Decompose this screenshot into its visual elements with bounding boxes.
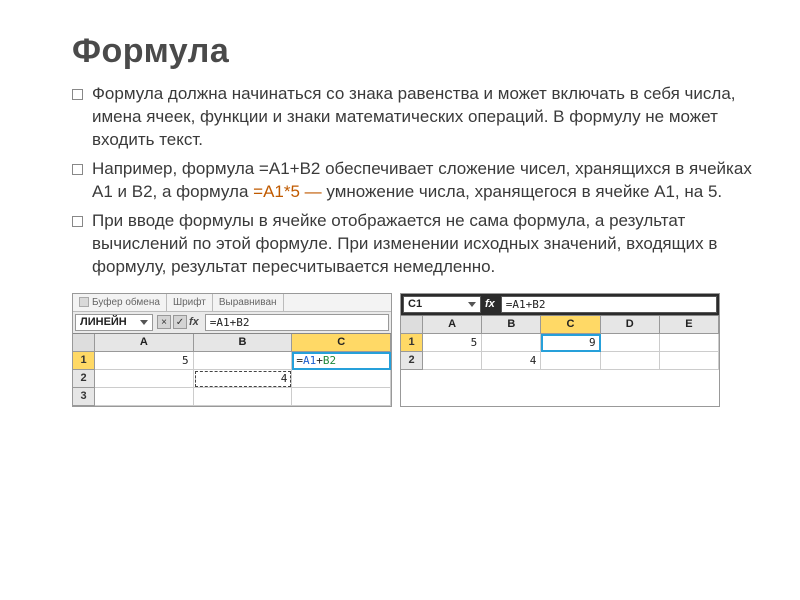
column-header[interactable]: C	[541, 316, 600, 334]
cell-e2[interactable]	[660, 352, 719, 370]
slide-title: Формула	[72, 32, 752, 71]
cell-b2[interactable]: 4	[194, 370, 293, 388]
formula-input[interactable]: =A1+B2	[205, 314, 389, 331]
chevron-down-icon	[468, 302, 476, 307]
excel-screenshot-result: C1 fx =A1+B2 1 2 A B C	[400, 293, 720, 407]
cell-a1[interactable]: 5	[95, 352, 194, 370]
cell-b2[interactable]: 4	[482, 352, 541, 370]
excel-screenshot-editing: Буфер обмена Шрифт Выравниван ЛИНЕЙН × ✓…	[72, 293, 392, 407]
bullet-text-part: умножение числа, хранящегося в ячейке А1…	[322, 182, 722, 201]
cell-c1[interactable]: =A1+B2	[292, 352, 391, 370]
bullet-item: При вводе формулы в ячейке отображается …	[72, 210, 752, 279]
cell-a3[interactable]	[95, 388, 194, 406]
cell-b1[interactable]	[482, 334, 541, 352]
column-header[interactable]: C	[292, 334, 391, 352]
formula-edit-buttons: × ✓ fx	[155, 312, 205, 333]
row-headers: 1 2 3	[73, 334, 95, 406]
formula-bar: C1 fx =A1+B2	[401, 294, 719, 316]
column-header[interactable]: D	[601, 316, 660, 334]
ribbon-group-label: Буфер обмена	[92, 297, 160, 308]
cell-c1[interactable]: 9	[541, 334, 600, 352]
column-header[interactable]: B	[482, 316, 541, 334]
screenshot-row: Буфер обмена Шрифт Выравниван ЛИНЕЙН × ✓…	[72, 293, 752, 407]
bullet-icon	[72, 210, 92, 279]
spreadsheet-grid: 1 2 A B C D E 5 9	[401, 316, 719, 370]
cell-formula-content: =A1+B2	[296, 354, 336, 367]
table-row	[95, 388, 391, 406]
bullet-icon	[72, 158, 92, 204]
grid-columns: A B C D E 5 9 4	[423, 316, 719, 370]
bullet-item: Например, формула =А1+В2 обеспечивает сл…	[72, 158, 752, 204]
formula-edit-buttons: fx	[483, 294, 501, 315]
row-header[interactable]: 1	[401, 334, 423, 352]
column-header[interactable]: A	[95, 334, 194, 352]
name-box[interactable]: C1	[403, 296, 481, 313]
table-row: 4	[423, 352, 719, 370]
cell-c2[interactable]	[292, 370, 391, 388]
grid-columns: A B C 5 =A1+B2 4	[95, 334, 391, 406]
ribbon: Буфер обмена Шрифт Выравниван	[73, 294, 391, 312]
row-header[interactable]: 1	[73, 352, 95, 370]
column-header[interactable]: A	[423, 316, 482, 334]
ribbon-group-font[interactable]: Шрифт	[167, 294, 213, 311]
cell-c3[interactable]	[292, 388, 391, 406]
slide-body: Формула должна начинаться со знака равен…	[72, 83, 752, 279]
ribbon-group-label: Шрифт	[173, 297, 206, 308]
cell-a2[interactable]	[423, 352, 482, 370]
bullet-accent: =А1*5 —	[253, 182, 322, 201]
bullet-icon	[72, 83, 92, 152]
accept-formula-button[interactable]: ✓	[173, 315, 187, 329]
cell-d1[interactable]	[601, 334, 660, 352]
cell-a2[interactable]	[95, 370, 194, 388]
column-header[interactable]: E	[660, 316, 719, 334]
ribbon-group-label: Выравниван	[219, 297, 277, 308]
chevron-down-icon	[140, 320, 148, 325]
cell-b3[interactable]	[194, 388, 293, 406]
ribbon-group-alignment[interactable]: Выравниван	[213, 294, 284, 311]
row-headers: 1 2	[401, 316, 423, 370]
table-row: 4	[95, 370, 391, 388]
cancel-formula-button[interactable]: ×	[157, 315, 171, 329]
cell-c2[interactable]	[541, 352, 600, 370]
formula-bar: ЛИНЕЙН × ✓ fx =A1+B2	[73, 312, 391, 334]
formula-input[interactable]: =A1+B2	[501, 296, 717, 313]
column-headers: A B C D E	[423, 316, 719, 334]
spreadsheet-grid: 1 2 3 A B C 5 =A1+B2	[73, 334, 391, 406]
slide: Формула Формула должна начинаться со зна…	[0, 0, 800, 407]
row-header[interactable]: 3	[73, 388, 95, 406]
bullet-text: Например, формула =А1+В2 обеспечивает сл…	[92, 158, 752, 204]
bullet-text: Формула должна начинаться со знака равен…	[92, 83, 752, 152]
cell-b1[interactable]	[194, 352, 293, 370]
table-row: 5 =A1+B2	[95, 352, 391, 370]
cell-d2[interactable]	[601, 352, 660, 370]
clipboard-icon	[79, 297, 89, 307]
select-all-corner[interactable]	[401, 316, 423, 334]
select-all-corner[interactable]	[73, 334, 95, 352]
name-box-value: C1	[408, 298, 422, 310]
fx-icon[interactable]: fx	[189, 316, 203, 328]
table-row: 5 9	[423, 334, 719, 352]
ribbon-group-clipboard[interactable]: Буфер обмена	[73, 294, 167, 311]
column-headers: A B C	[95, 334, 391, 352]
name-box[interactable]: ЛИНЕЙН	[75, 314, 153, 331]
cell-e1[interactable]	[660, 334, 719, 352]
bullet-text: При вводе формулы в ячейке отображается …	[92, 210, 752, 279]
bullet-item: Формула должна начинаться со знака равен…	[72, 83, 752, 152]
cell-a1[interactable]: 5	[423, 334, 482, 352]
row-header[interactable]: 2	[401, 352, 423, 370]
fx-icon[interactable]: fx	[485, 298, 499, 310]
column-header[interactable]: B	[194, 334, 293, 352]
row-header[interactable]: 2	[73, 370, 95, 388]
name-box-value: ЛИНЕЙН	[80, 316, 127, 328]
